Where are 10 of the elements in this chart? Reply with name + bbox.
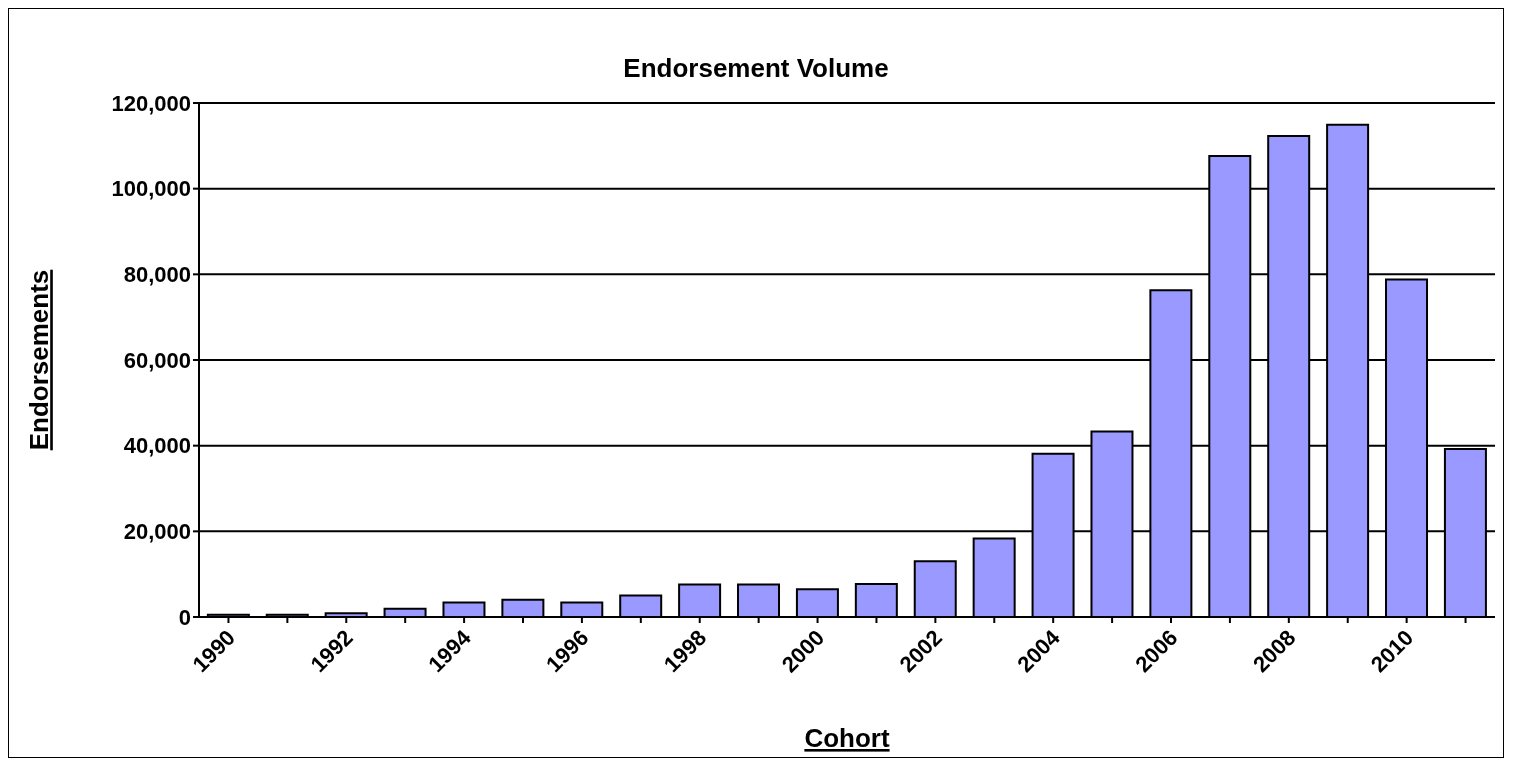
y-tick-label: 20,000: [123, 519, 191, 545]
y-tick-label: 60,000: [123, 347, 191, 373]
x-axis-title: Cohort: [804, 723, 890, 753]
y-tick-label: 100,000: [111, 176, 191, 202]
y-tick-label: 40,000: [123, 433, 191, 459]
y-tick-label: 120,000: [111, 90, 191, 116]
y-tick-label: 80,000: [123, 262, 191, 288]
chart-title: Endorsement Volume: [622, 53, 890, 84]
y-tick-label: 0: [178, 604, 191, 630]
y-axis-title: Endorsements: [24, 269, 55, 451]
